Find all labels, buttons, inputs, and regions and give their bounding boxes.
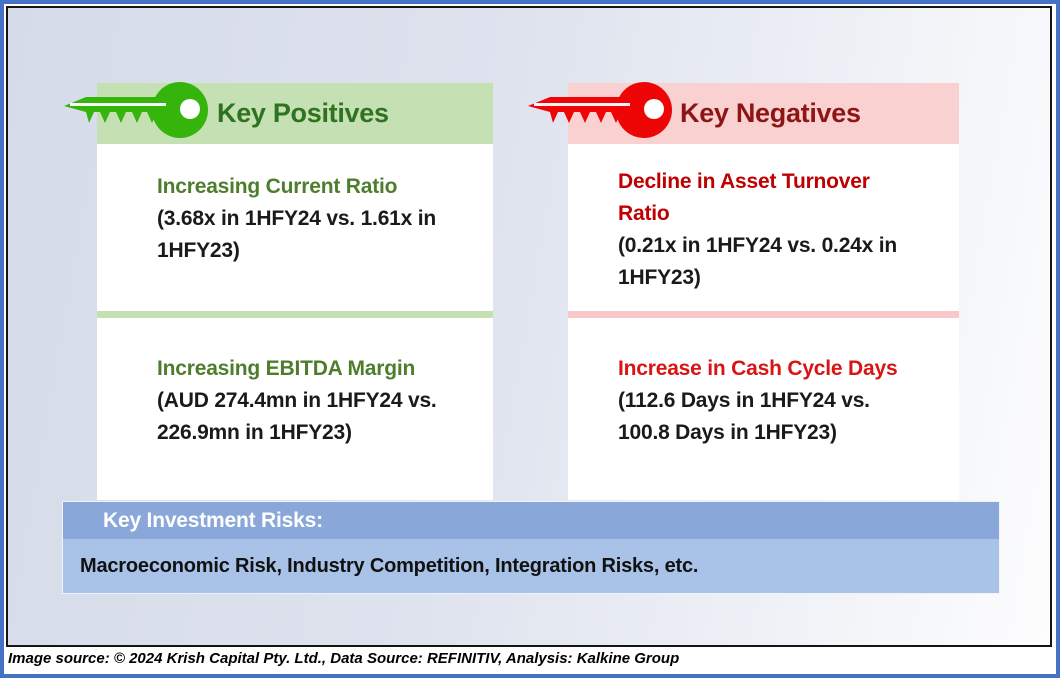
negative-card-detail: (0.21x in 1HFY24 vs. 0.24x in 1HFY23) — [618, 234, 898, 289]
image-source-credit: Image source: © 2024 Krish Capital Pty. … — [8, 650, 680, 667]
negatives-divider — [568, 311, 959, 318]
slide-canvas: Key Positives Key Negatives Increasing C… — [6, 6, 1052, 647]
key-icon — [64, 82, 208, 138]
negatives-heading: Key Negatives — [680, 98, 861, 128]
positives-heading: Key Positives — [217, 98, 389, 128]
positive-card-current-ratio: Increasing Current Ratio (3.68x in 1HFY2… — [97, 144, 493, 311]
positive-card-title: Increasing Current Ratio — [157, 175, 398, 198]
negative-card-title: Increase in Cash Cycle Days — [618, 357, 898, 380]
negative-card-detail: (112.6 Days in 1HFY24 vs. 100.8 Days in … — [618, 389, 870, 444]
investment-risks-heading: Key Investment Risks: — [103, 508, 323, 532]
investment-risks-body-bar: Macroeconomic Risk, Industry Competition… — [63, 539, 999, 593]
investment-risks-header-bar: Key Investment Risks: — [63, 502, 999, 539]
negative-card-cash-cycle: Increase in Cash Cycle Days (112.6 Days … — [568, 318, 959, 500]
negative-card-asset-turnover: Decline in Asset Turnover Ratio (0.21x i… — [568, 144, 959, 311]
positive-card-detail: (AUD 274.4mn in 1HFY24 vs. 226.9mn in 1H… — [157, 389, 437, 444]
investment-risks-text: Macroeconomic Risk, Industry Competition… — [80, 554, 699, 577]
investment-risks-panel: Key Investment Risks: Macroeconomic Risk… — [62, 501, 1000, 594]
key-icon — [528, 82, 672, 138]
positives-divider — [97, 311, 493, 318]
positive-card-ebitda-margin: Increasing EBITDA Margin (AUD 274.4mn in… — [97, 318, 493, 500]
positive-card-detail: (3.68x in 1HFY24 vs. 1.61x in 1HFY23) — [157, 207, 437, 262]
negative-card-title: Decline in Asset Turnover Ratio — [618, 170, 870, 225]
positive-card-title: Increasing EBITDA Margin — [157, 357, 416, 380]
